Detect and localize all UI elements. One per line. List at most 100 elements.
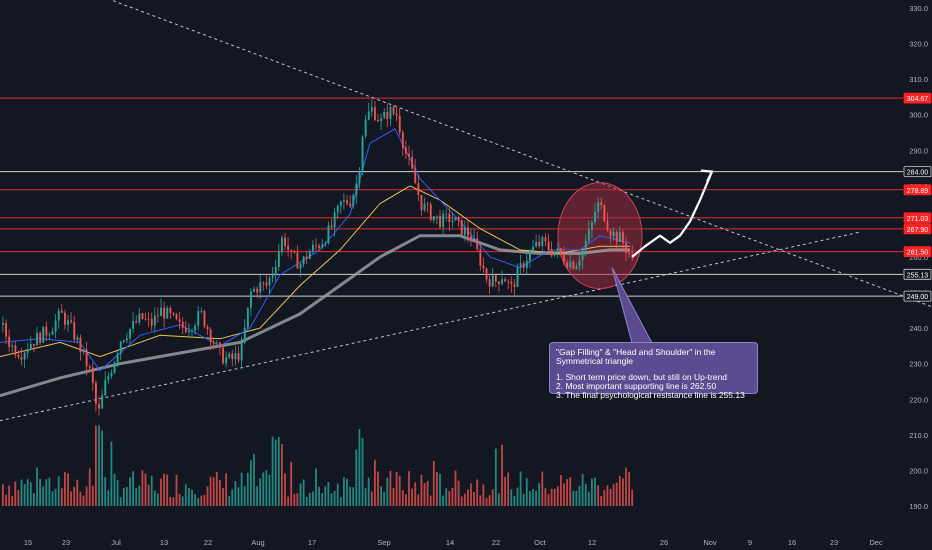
- volume-bar: [91, 485, 94, 506]
- candle-body: [290, 250, 293, 252]
- volume-bar: [11, 495, 14, 506]
- level-label-box: [903, 212, 932, 224]
- candle-body: [482, 265, 485, 269]
- volume-bar: [594, 477, 596, 506]
- candle-body: [197, 311, 200, 326]
- volume-bar: [262, 472, 265, 506]
- level-label-box: [903, 290, 932, 302]
- candle-body: [609, 230, 612, 236]
- candle-body: [339, 201, 342, 206]
- candle-body: [107, 376, 110, 381]
- candle-body: [228, 353, 231, 358]
- volume-bar: [51, 491, 54, 506]
- volume-bar: [57, 476, 60, 506]
- candle-body: [169, 308, 172, 313]
- candle-body: [457, 217, 460, 220]
- volume-bar: [5, 494, 7, 506]
- candle-body: [302, 256, 305, 265]
- candle-body: [386, 112, 389, 119]
- candle-body: [296, 252, 299, 269]
- candle-body: [200, 311, 203, 312]
- candle-body: [67, 320, 69, 325]
- volume-bar: [631, 489, 634, 506]
- annotation-line-1: 1. Short term price down, but still on U…: [556, 372, 728, 382]
- y-tick-label: 220.0: [909, 395, 928, 404]
- candle-body: [184, 327, 187, 333]
- volume-bar: [228, 496, 231, 506]
- volume-bar: [153, 490, 156, 506]
- candle-body: [479, 249, 482, 266]
- volume-bar: [200, 495, 203, 506]
- volume-bar: [457, 480, 460, 506]
- volume-bar: [386, 477, 389, 506]
- candle-body: [132, 321, 135, 329]
- candle-body: [429, 204, 432, 221]
- volume-bar: [36, 467, 38, 506]
- candle-body: [243, 327, 246, 343]
- x-tick-label: 9: [748, 538, 752, 547]
- volume-bar: [550, 488, 553, 506]
- x-tick-label: Jul: [111, 538, 121, 547]
- candle-body: [222, 347, 224, 364]
- candle-body: [271, 273, 274, 278]
- volume-bar: [395, 471, 398, 506]
- candle-body: [352, 195, 355, 206]
- volume-bar: [560, 475, 562, 506]
- candle-body: [54, 320, 57, 332]
- candle-body: [538, 241, 541, 247]
- volume-bar: [169, 497, 172, 506]
- candle-body: [23, 352, 26, 360]
- volume-bar: [525, 478, 528, 506]
- volume-bar: [370, 491, 373, 506]
- candle-body: [578, 260, 581, 266]
- candle-body: [572, 261, 575, 269]
- x-tick-label: Aug: [251, 538, 264, 547]
- volume-bar: [268, 474, 271, 506]
- volume-bar: [374, 459, 376, 506]
- candle-body: [584, 241, 587, 251]
- volume-bar: [600, 496, 603, 506]
- volume-bar: [476, 479, 479, 506]
- candle-body: [612, 231, 615, 236]
- volume-bar: [113, 473, 116, 506]
- volume-bar: [377, 471, 379, 506]
- candle-body: [104, 380, 107, 396]
- candle-body: [470, 235, 472, 240]
- volume-bar: [237, 487, 240, 506]
- trendline: [0, 231, 861, 422]
- candle-body: [507, 281, 510, 283]
- volume-bar: [420, 474, 423, 506]
- volume-bar: [442, 495, 444, 506]
- candle-body: [153, 315, 156, 326]
- volume-bar: [516, 487, 519, 506]
- candle-body: [209, 329, 212, 342]
- candle-body: [355, 183, 358, 196]
- volume-bar: [287, 496, 289, 506]
- volume-bar: [308, 492, 311, 506]
- volume-bar: [591, 478, 593, 506]
- candle-body: [17, 354, 20, 358]
- candle-body: [2, 323, 4, 325]
- volume-bar: [538, 483, 541, 506]
- candle-body: [135, 321, 138, 323]
- volume-bar: [429, 495, 432, 506]
- candle-body: [618, 232, 621, 242]
- volume-bar: [569, 477, 572, 506]
- volume-bar: [346, 478, 348, 506]
- candle-body: [284, 237, 286, 246]
- volume-bar: [470, 483, 472, 506]
- volume-bar: [157, 493, 159, 506]
- candle-body: [150, 318, 153, 326]
- candle-body: [417, 183, 420, 195]
- volume-bar: [107, 490, 110, 506]
- candle-body: [203, 311, 206, 327]
- candle-body: [383, 112, 386, 119]
- annotation-line-2: 2. Most important supporting line is 262…: [556, 381, 717, 391]
- volume-bar: [566, 479, 568, 506]
- candle-body: [253, 288, 255, 292]
- candle-body: [628, 252, 631, 254]
- volume-bar: [535, 490, 537, 506]
- candle-body: [504, 279, 507, 282]
